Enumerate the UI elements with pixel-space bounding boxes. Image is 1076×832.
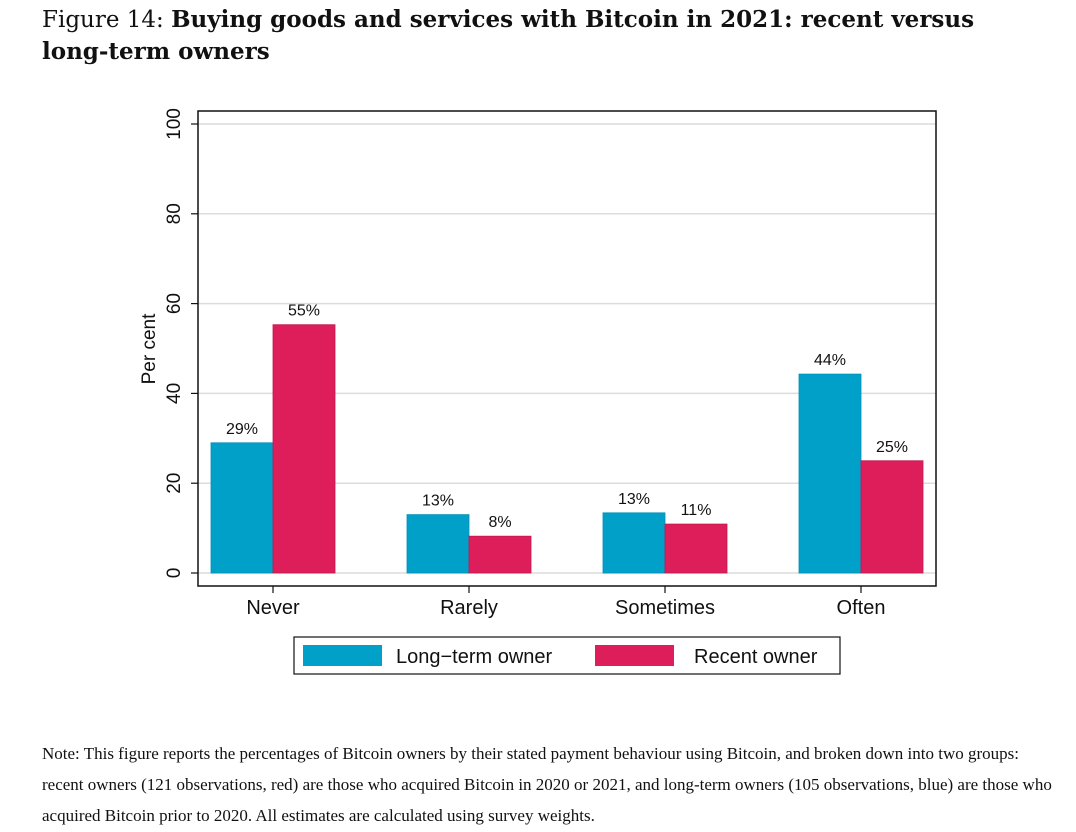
bar-value-label: 13% bbox=[422, 493, 454, 510]
bar-value-label: 29% bbox=[226, 421, 258, 438]
bar-value-label: 11% bbox=[681, 502, 712, 519]
y-tick-label: 0 bbox=[164, 568, 185, 579]
bar-recent-often bbox=[860, 460, 924, 574]
bar-recent-sometimes bbox=[664, 523, 728, 574]
legend: Long−term owner Recent owner bbox=[293, 636, 841, 675]
figure-label: Figure 14: bbox=[42, 7, 164, 33]
legend-label: Recent owner bbox=[694, 646, 818, 668]
bar-value-label: 25% bbox=[876, 439, 908, 456]
y-tick-label: 60 bbox=[164, 293, 185, 314]
figure-title: Buying goods and services with Bitcoin i… bbox=[42, 6, 975, 65]
y-tick-label: 40 bbox=[164, 383, 185, 404]
x-tick-label: Sometimes bbox=[615, 597, 715, 619]
x-axis: Never Rarely Sometimes Often bbox=[246, 586, 885, 619]
y-tick-label: 20 bbox=[164, 473, 185, 494]
bar-value-label: 55% bbox=[288, 303, 320, 320]
x-tick-label: Rarely bbox=[440, 597, 498, 619]
bar-chart: 29% 55% 13% 8% 13% 11% 44% 25% 0 20 40 60 80 100 Nev… bbox=[139, 108, 937, 675]
figure-caption: Figure 14: Buying goods and services wit… bbox=[42, 4, 1042, 68]
y-tick-label: 100 bbox=[164, 108, 185, 140]
bar-labels: 29% 55% 13% 8% 13% 11% 44% 25% bbox=[226, 303, 908, 531]
legend-swatch-recent bbox=[595, 645, 674, 666]
bar-recent-never bbox=[272, 324, 336, 574]
bar-long-term-rarely bbox=[406, 514, 470, 574]
x-tick-label: Never bbox=[246, 597, 300, 619]
y-axis-label: Per cent bbox=[139, 313, 160, 384]
x-tick-label: Often bbox=[837, 597, 886, 619]
legend-label: Long−term owner bbox=[396, 646, 553, 668]
bar-value-label: 8% bbox=[488, 514, 511, 531]
bar-long-term-sometimes bbox=[602, 512, 666, 574]
bar-long-term-never bbox=[210, 442, 274, 574]
figure-note: Note: This figure reports the percentage… bbox=[42, 744, 1052, 825]
bar-value-label: 44% bbox=[814, 352, 846, 369]
bars bbox=[210, 324, 924, 574]
plot-frame bbox=[197, 110, 937, 587]
y-tick-label: 80 bbox=[164, 203, 185, 224]
legend-box bbox=[293, 636, 841, 675]
bar-long-term-often bbox=[798, 373, 862, 574]
y-axis: 0 20 40 60 80 100 bbox=[164, 108, 198, 578]
bar-value-label: 13% bbox=[618, 491, 650, 508]
bar-recent-rarely bbox=[468, 535, 532, 574]
legend-swatch-long-term bbox=[303, 645, 382, 666]
